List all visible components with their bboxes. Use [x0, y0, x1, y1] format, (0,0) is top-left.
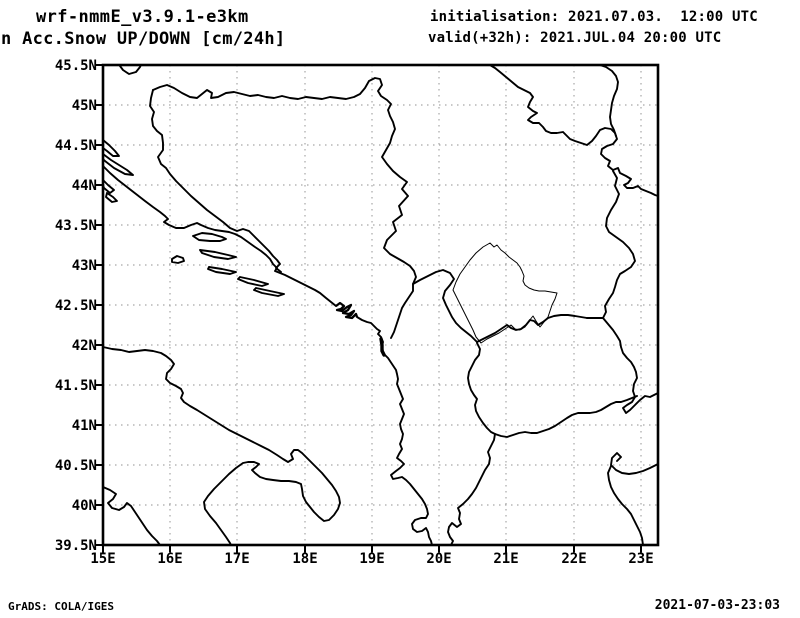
aegean-coast-hook: [610, 452, 659, 475]
axis-ticks: [95, 64, 642, 553]
greece-albania-border: [447, 433, 496, 546]
macedonia-north-border: [476, 314, 588, 343]
grads-credit: GrADS: COLA/IGES: [8, 600, 114, 613]
dalmatia-coast: [102, 165, 337, 307]
lat-label: 43N: [71, 258, 97, 274]
lat-label: 41N: [71, 418, 97, 434]
initialisation-time: initialisation: 2021.07.03. 12:00 UTC: [430, 9, 758, 25]
lon-label: 20E: [426, 551, 452, 567]
valid-time: valid(+32h): 2021.JUL.04 20:00 UTC: [428, 30, 722, 46]
italy-coast: [102, 346, 341, 546]
kosovo-outline: [452, 242, 558, 344]
lake-skadar: [379, 337, 386, 357]
island-vis: [171, 255, 185, 264]
lat-label: 42N: [71, 338, 97, 354]
lat-label: 44.5N: [54, 138, 97, 154]
island-group: [102, 153, 134, 176]
map-frame: [101, 63, 660, 547]
lon-label: 16E: [157, 551, 183, 567]
lat-label: 39.5N: [54, 538, 97, 554]
boka-kotorska-bay: [335, 301, 359, 320]
model-title: wrf-nmmE_v3.9.1-e3km: [36, 7, 249, 27]
lat-label: 45N: [71, 98, 97, 114]
sava-drina-border: [152, 77, 417, 339]
lon-label: 15E: [90, 551, 116, 567]
island-small-b: [105, 192, 118, 203]
montenegro-serbia-border: [412, 269, 478, 343]
lat-label: 45.5N: [54, 58, 97, 74]
montenegro-albania-coast: [356, 316, 433, 546]
tyrrhenian-coast: [102, 486, 161, 546]
aegean-coast: [607, 465, 644, 546]
romania-border: [599, 64, 619, 137]
lat-label: 44N: [71, 178, 97, 194]
field-title: n Acc.Snow UP/DOWN [cm/24h]: [1, 29, 286, 49]
island-korcula: [207, 266, 237, 275]
lon-label: 18E: [292, 551, 318, 567]
island-hvar: [199, 249, 237, 260]
lat-label: 43.5N: [54, 218, 97, 234]
graticule: [103, 65, 658, 545]
island-small-a: [102, 179, 115, 194]
lon-label: 23E: [628, 551, 654, 567]
lon-label: 22E: [561, 551, 587, 567]
lon-label: 17E: [224, 551, 250, 567]
istria-coast: [119, 64, 142, 75]
island-lastovo: [237, 276, 269, 287]
lat-label: 40N: [71, 498, 97, 514]
island-brac: [192, 232, 227, 242]
macedonia-greece-border: [494, 395, 638, 438]
danube-border: [489, 64, 659, 197]
island-mljet: [253, 287, 285, 297]
bosnia-west-border: [149, 89, 282, 273]
lon-label: 19E: [359, 551, 385, 567]
island-pag: [102, 139, 120, 157]
albania-macedonia-border: [467, 342, 496, 435]
bulgaria-macedonia-border: [602, 317, 659, 414]
lat-label: 41.5N: [54, 378, 97, 394]
creation-timestamp: 2021-07-03-23:03: [654, 598, 780, 613]
coastlines-borders: [102, 64, 659, 546]
serbia-bulgaria-border: [586, 170, 636, 319]
lat-label: 40.5N: [54, 458, 97, 474]
lon-label: 21E: [493, 551, 519, 567]
lat-label: 42.5N: [54, 298, 97, 314]
